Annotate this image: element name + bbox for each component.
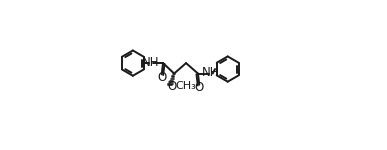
- Text: CH₃: CH₃: [176, 81, 197, 91]
- Text: O: O: [195, 81, 204, 94]
- Text: O: O: [167, 80, 176, 93]
- Text: NH: NH: [202, 66, 219, 79]
- Text: NH: NH: [142, 56, 159, 69]
- Text: O: O: [157, 71, 166, 84]
